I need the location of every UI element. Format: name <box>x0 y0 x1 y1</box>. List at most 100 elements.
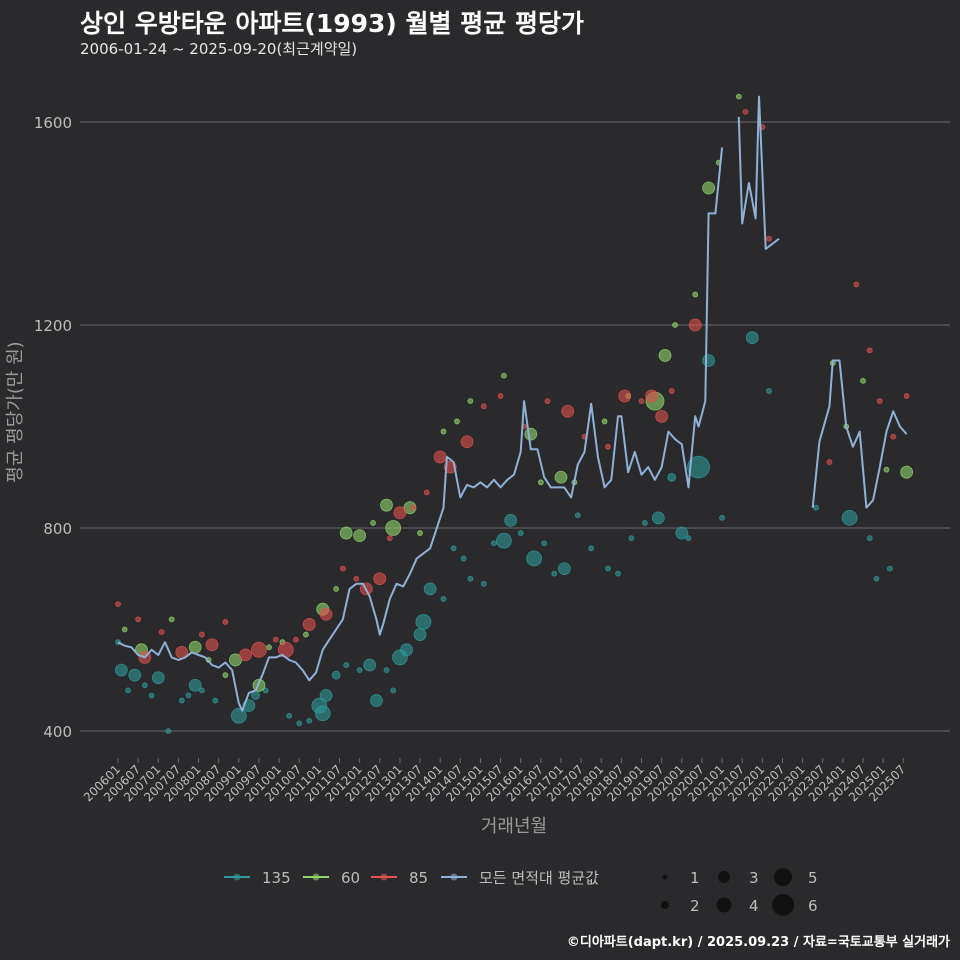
point-135-2024-09 <box>866 535 873 542</box>
legend-size-circle-2 <box>661 901 669 909</box>
point-135-2020-01 <box>675 526 689 540</box>
y-tick-800: 800 <box>43 520 72 538</box>
point-85-2018-08 <box>618 389 632 403</box>
point-135-2021-01 <box>719 514 725 521</box>
point-60-2016-07 <box>537 479 544 486</box>
point-85-2007-02 <box>158 629 165 635</box>
point-135-2024-03 <box>841 509 858 526</box>
point-85-2019-01 <box>638 398 645 405</box>
point-85-2013-09 <box>423 489 430 496</box>
point-85-2019-10 <box>668 388 675 394</box>
point-60-2008-09 <box>222 672 229 679</box>
point-60-2014-06 <box>454 418 460 425</box>
point-135-2016-05 <box>526 550 543 567</box>
point-85-2009-07 <box>251 641 267 658</box>
point-85-2015-07 <box>497 393 504 399</box>
point-135-2016-08 <box>541 540 548 547</box>
legend-label-모든 면적대 평균값: 모든 면적대 평균값 <box>479 869 599 887</box>
legend-dot-모든 면적대 평균값 <box>450 873 458 881</box>
point-135-2009-01 <box>230 707 247 724</box>
point-135-2019-06 <box>651 511 665 525</box>
point-85-2006-07 <box>135 616 142 623</box>
y-tick-1600: 1600 <box>34 114 72 132</box>
point-135-2018-03 <box>605 565 611 572</box>
point-135-2016-11 <box>551 570 558 577</box>
point-135-2018-06 <box>615 570 621 577</box>
point-60-2020-09 <box>702 181 716 195</box>
point-85-2014-01 <box>433 450 447 464</box>
point-85-2008-02 <box>198 631 205 638</box>
legend-size-label-5: 5 <box>808 869 818 887</box>
point-135-2006-06 <box>128 668 142 682</box>
point-85-2023-09 <box>826 459 833 465</box>
point-135-2014-05 <box>450 545 457 552</box>
point-85-2013-01 <box>393 506 407 520</box>
average-line-segment-1 <box>117 147 724 712</box>
point-135-2023-05 <box>813 504 819 511</box>
point-60-2016-04 <box>524 427 538 441</box>
legend-size-circle-5 <box>774 868 792 886</box>
x-axis-label: 거래년월 <box>481 816 547 837</box>
point-60-2019-08 <box>658 349 672 362</box>
point-60-2017-01 <box>554 470 568 484</box>
point-85-2011-12 <box>353 575 360 582</box>
average-line <box>117 95 908 712</box>
point-135-2009-09 <box>262 687 269 694</box>
point-60-2012-05 <box>370 520 376 526</box>
legend-label-85: 85 <box>409 869 428 887</box>
point-135-2006-04 <box>125 687 131 694</box>
point-85-2024-05 <box>853 281 860 288</box>
point-60-2012-09 <box>380 498 393 512</box>
legend-size-label-1: 1 <box>690 869 700 887</box>
point-85-2017-03 <box>561 404 575 418</box>
point-60-2018-02 <box>601 418 608 425</box>
point-85-2019-07 <box>655 409 669 423</box>
average-line-segment-2 <box>737 95 780 250</box>
legend-size-label-2: 2 <box>690 897 700 915</box>
legend-dot-135 <box>233 873 241 881</box>
point-85-2006-01 <box>115 601 121 608</box>
point-85-2022-03 <box>766 235 772 242</box>
x-axis-ticks: 2006012006072007012007072008012008072009… <box>81 758 908 805</box>
point-60-2006-03 <box>121 626 128 633</box>
point-85-2011-08 <box>339 565 346 572</box>
point-135-2013-03 <box>400 643 414 657</box>
point-135-2006-02 <box>114 663 128 677</box>
legend-size-circle-1 <box>662 874 668 880</box>
point-85-2013-05 <box>410 504 417 511</box>
point-85-2008-05 <box>205 638 219 652</box>
legend-label-60: 60 <box>341 869 360 887</box>
point-85-2011-03 <box>319 607 333 621</box>
point-135-2015-10 <box>504 513 518 527</box>
point-85-2024-09 <box>866 347 873 354</box>
point-60-2008-12 <box>229 653 242 667</box>
point-60-2013-07 <box>417 530 423 536</box>
point-135-2010-04 <box>286 712 293 719</box>
point-135-2012-09 <box>383 667 390 673</box>
legend-size-label-6: 6 <box>808 897 818 915</box>
point-135-2012-06 <box>370 694 383 707</box>
point-60-2014-02 <box>440 428 447 435</box>
point-60-2019-11 <box>672 322 678 328</box>
point-135-2011-06 <box>331 670 341 680</box>
point-135-2011-02 <box>314 705 331 722</box>
point-85-2021-08 <box>742 108 749 115</box>
point-135-2006-11 <box>148 692 155 699</box>
point-135-2014-02 <box>440 596 447 602</box>
point-135-2022-03 <box>766 388 772 394</box>
point-85-2010-06 <box>292 636 299 643</box>
point-85-2008-09 <box>222 618 229 625</box>
average-line-segment-3 <box>811 359 908 509</box>
point-85-2010-10 <box>302 618 316 631</box>
point-135-2008-06 <box>212 697 219 704</box>
point-135-2017-06 <box>574 512 581 519</box>
legend-dot-60 <box>312 873 320 881</box>
y-axis-label: 평균 평당가(만 원) <box>5 341 26 482</box>
point-135-2007-01 <box>151 671 165 685</box>
point-85-2015-02 <box>480 403 487 410</box>
point-135-2011-03 <box>319 689 333 702</box>
point-60-2020-05 <box>692 291 699 298</box>
point-135-2007-08 <box>178 697 185 704</box>
point-60-2025-08 <box>900 465 914 479</box>
